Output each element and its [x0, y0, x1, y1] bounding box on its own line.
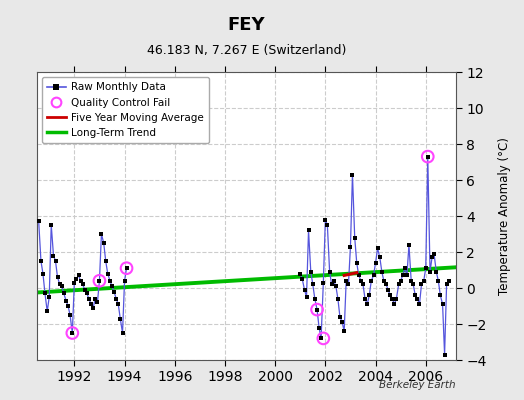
Point	[319, 335, 328, 342]
Text: 46.183 N, 7.267 E (Switzerland): 46.183 N, 7.267 E (Switzerland)	[147, 44, 346, 57]
Legend: Raw Monthly Data, Quality Control Fail, Five Year Moving Average, Long-Term Tren: Raw Monthly Data, Quality Control Fail, …	[42, 77, 209, 143]
Point	[68, 330, 77, 336]
Point	[122, 265, 130, 271]
Point	[423, 153, 432, 160]
Point	[95, 278, 104, 284]
Y-axis label: Temperature Anomaly (°C): Temperature Anomaly (°C)	[498, 137, 511, 295]
Text: Berkeley Earth: Berkeley Earth	[379, 380, 456, 390]
Point	[313, 306, 321, 313]
Text: FEY: FEY	[227, 16, 265, 34]
